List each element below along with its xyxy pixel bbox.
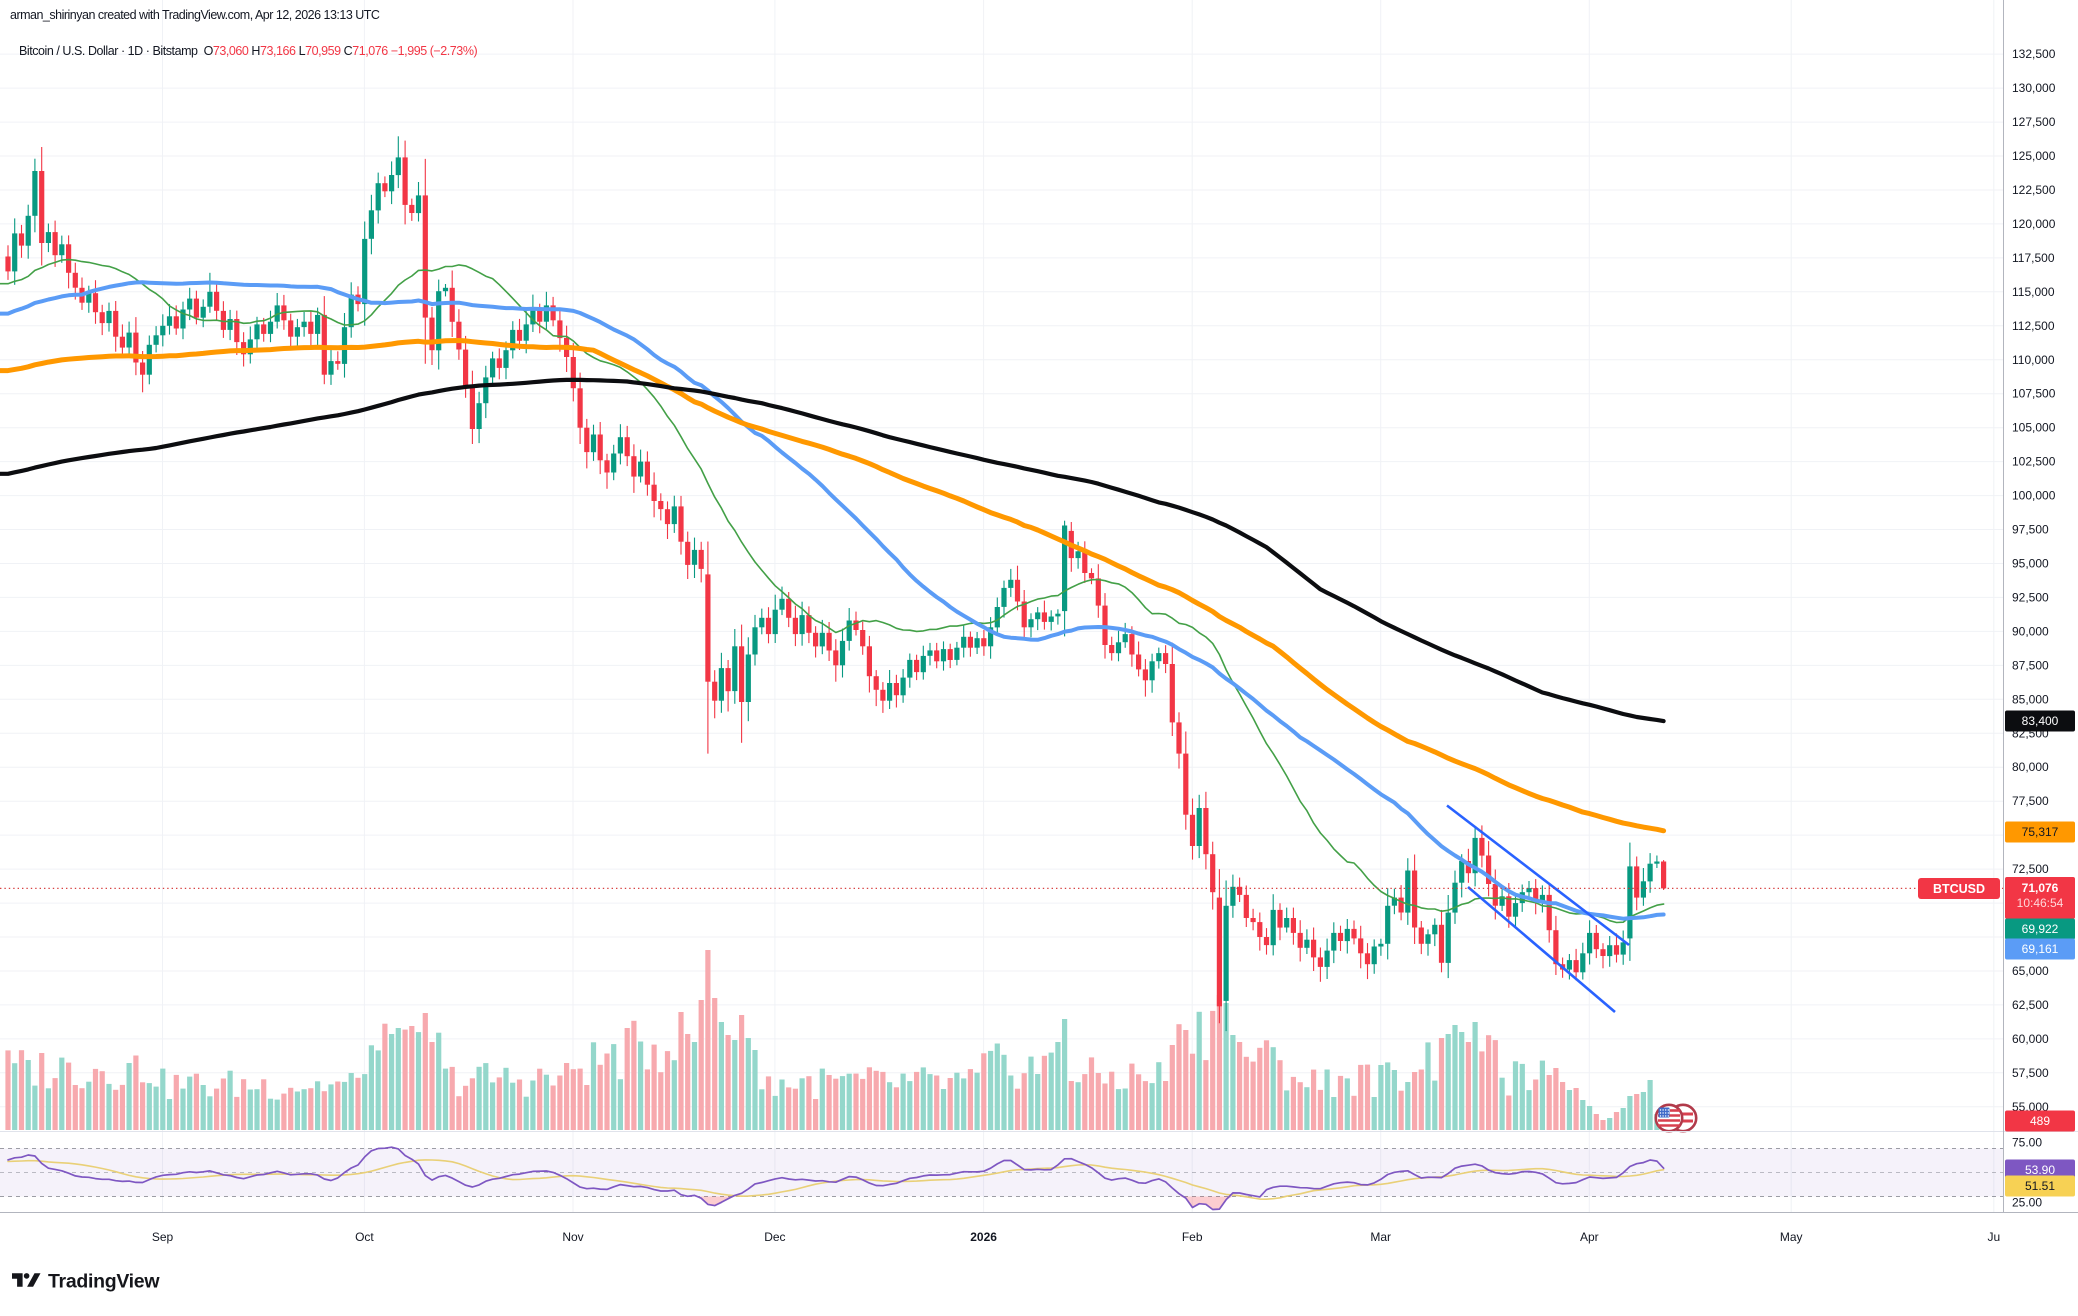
svg-text:Mar: Mar — [1370, 1230, 1391, 1244]
svg-text:102,500: 102,500 — [2012, 455, 2056, 469]
svg-text:75.00: 75.00 — [2012, 1136, 2042, 1150]
svg-text:110,000: 110,000 — [2012, 353, 2055, 367]
svg-text:BTCUSD: BTCUSD — [1933, 882, 1985, 896]
svg-text:117,500: 117,500 — [2012, 251, 2055, 265]
svg-text:120,000: 120,000 — [2012, 217, 2056, 231]
svg-text:60,000: 60,000 — [2012, 1032, 2049, 1046]
svg-text:Sep: Sep — [152, 1230, 174, 1244]
svg-text:87,500: 87,500 — [2012, 658, 2049, 672]
svg-text:83,400: 83,400 — [2022, 714, 2059, 728]
svg-text:Nov: Nov — [562, 1230, 583, 1244]
svg-text:Apr: Apr — [1580, 1230, 1599, 1244]
svg-text:71,076: 71,076 — [2022, 881, 2059, 895]
svg-text:132,500: 132,500 — [2012, 47, 2056, 61]
svg-text:100,000: 100,000 — [2012, 489, 2056, 503]
svg-text:97,500: 97,500 — [2012, 523, 2049, 537]
svg-text:Dec: Dec — [764, 1230, 785, 1244]
svg-text:TradingView: TradingView — [48, 1271, 160, 1293]
svg-text:130,000: 130,000 — [2012, 81, 2056, 95]
svg-text:489: 489 — [2030, 1114, 2050, 1128]
svg-text:80,000: 80,000 — [2012, 760, 2049, 774]
svg-text:Ju: Ju — [1987, 1230, 2000, 1244]
svg-text:65,000: 65,000 — [2012, 964, 2049, 978]
svg-text:62,500: 62,500 — [2012, 998, 2049, 1012]
svg-text:69,922: 69,922 — [2022, 922, 2059, 936]
svg-text:25.00: 25.00 — [2012, 1196, 2042, 1210]
svg-text:105,000: 105,000 — [2012, 421, 2056, 435]
svg-text:57,500: 57,500 — [2012, 1066, 2049, 1080]
svg-text:10:46:54: 10:46:54 — [2017, 896, 2064, 910]
svg-text:May: May — [1780, 1230, 1803, 1244]
svg-text:Bitcoin / U.S. Dollar · 1D · B: Bitcoin / U.S. Dollar · 1D · Bitstamp O7… — [19, 44, 477, 58]
svg-text:125,000: 125,000 — [2012, 149, 2056, 163]
svg-text:77,500: 77,500 — [2012, 794, 2049, 808]
svg-text:51.51: 51.51 — [2025, 1179, 2055, 1193]
svg-text:Feb: Feb — [1182, 1230, 1203, 1244]
svg-text:85,000: 85,000 — [2012, 692, 2049, 706]
svg-text:53.90: 53.90 — [2025, 1163, 2055, 1177]
svg-text:107,500: 107,500 — [2012, 387, 2056, 401]
svg-text:122,500: 122,500 — [2012, 183, 2056, 197]
svg-text:112,500: 112,500 — [2012, 319, 2055, 333]
svg-text:115,000: 115,000 — [2012, 285, 2055, 299]
svg-text:72,500: 72,500 — [2012, 862, 2049, 876]
svg-text:75,317: 75,317 — [2022, 825, 2059, 839]
svg-text:2026: 2026 — [970, 1230, 997, 1244]
svg-text:arman_shirinyan created with T: arman_shirinyan created with TradingView… — [10, 8, 380, 22]
svg-text:Oct: Oct — [355, 1230, 374, 1244]
svg-text:95,000: 95,000 — [2012, 557, 2049, 571]
svg-text:92,500: 92,500 — [2012, 590, 2049, 604]
svg-text:90,000: 90,000 — [2012, 624, 2049, 638]
svg-text:127,500: 127,500 — [2012, 115, 2056, 129]
svg-text:69,161: 69,161 — [2022, 942, 2059, 956]
